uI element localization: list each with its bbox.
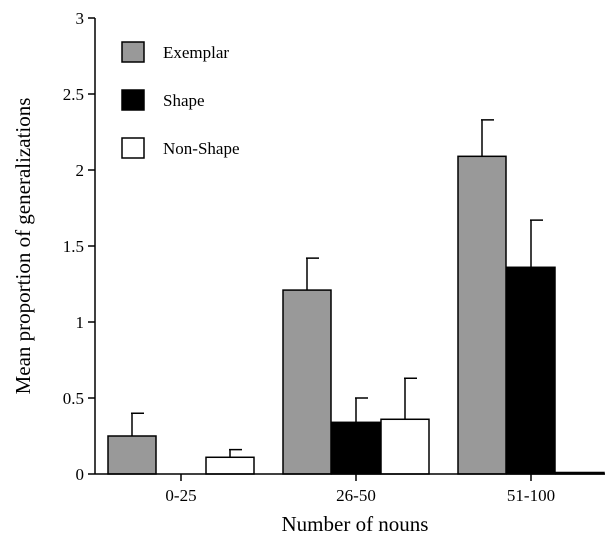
error-bar-non-shape-0-25 <box>229 448 242 458</box>
y-tick-label: 0.5 <box>63 389 84 408</box>
bar-exemplar-26-50 <box>282 289 332 475</box>
x-tick-label: 51-100 <box>507 486 555 505</box>
y-ticks: 0 0.5 1 1.5 2 2.5 3 <box>63 9 95 484</box>
y-tick-label: 0 <box>76 465 85 484</box>
legend-swatch-shape <box>121 89 145 111</box>
y-tick-label: 1 <box>76 313 85 332</box>
y-tick-label: 3 <box>76 9 85 28</box>
y-tick-label: 1.5 <box>63 237 84 256</box>
bar-non-shape-0-25 <box>205 456 255 475</box>
legend-swatch-exemplar <box>121 41 145 63</box>
legend-label-non-shape: Non-Shape <box>163 139 239 158</box>
error-bars-layer <box>131 119 543 458</box>
y-tick-label: 2 <box>76 161 85 180</box>
bar-shape-26-50 <box>331 421 381 475</box>
bar-exemplar-0-25 <box>107 435 157 475</box>
bar-shape-51-100 <box>506 266 556 475</box>
bars-layer <box>107 155 605 475</box>
legend-label-exemplar: Exemplar <box>163 43 229 62</box>
bar-non-shape-26-50 <box>380 418 430 475</box>
legend-label-shape: Shape <box>163 91 205 110</box>
legend: Exemplar Shape Non-Shape <box>121 41 239 159</box>
x-ticks: 0-25 26-50 51-100 <box>165 474 555 505</box>
y-axis-title: Mean proportion of generalizations <box>11 98 35 395</box>
error-bar-exemplar-51-100 <box>481 119 494 157</box>
error-bar-shape-51-100 <box>530 219 543 268</box>
error-bar-exemplar-26-50 <box>306 257 319 291</box>
x-tick-label: 0-25 <box>165 486 196 505</box>
error-bar-non-shape-26-50 <box>404 377 417 420</box>
error-bar-exemplar-0-25 <box>131 412 144 436</box>
error-bar-shape-26-50 <box>355 397 368 423</box>
y-tick-label: 2.5 <box>63 85 84 104</box>
x-axis-title: Number of nouns <box>282 512 429 536</box>
bar-exemplar-51-100 <box>457 155 507 475</box>
x-tick-label: 26-50 <box>336 486 376 505</box>
legend-swatch-non-shape <box>121 137 145 159</box>
